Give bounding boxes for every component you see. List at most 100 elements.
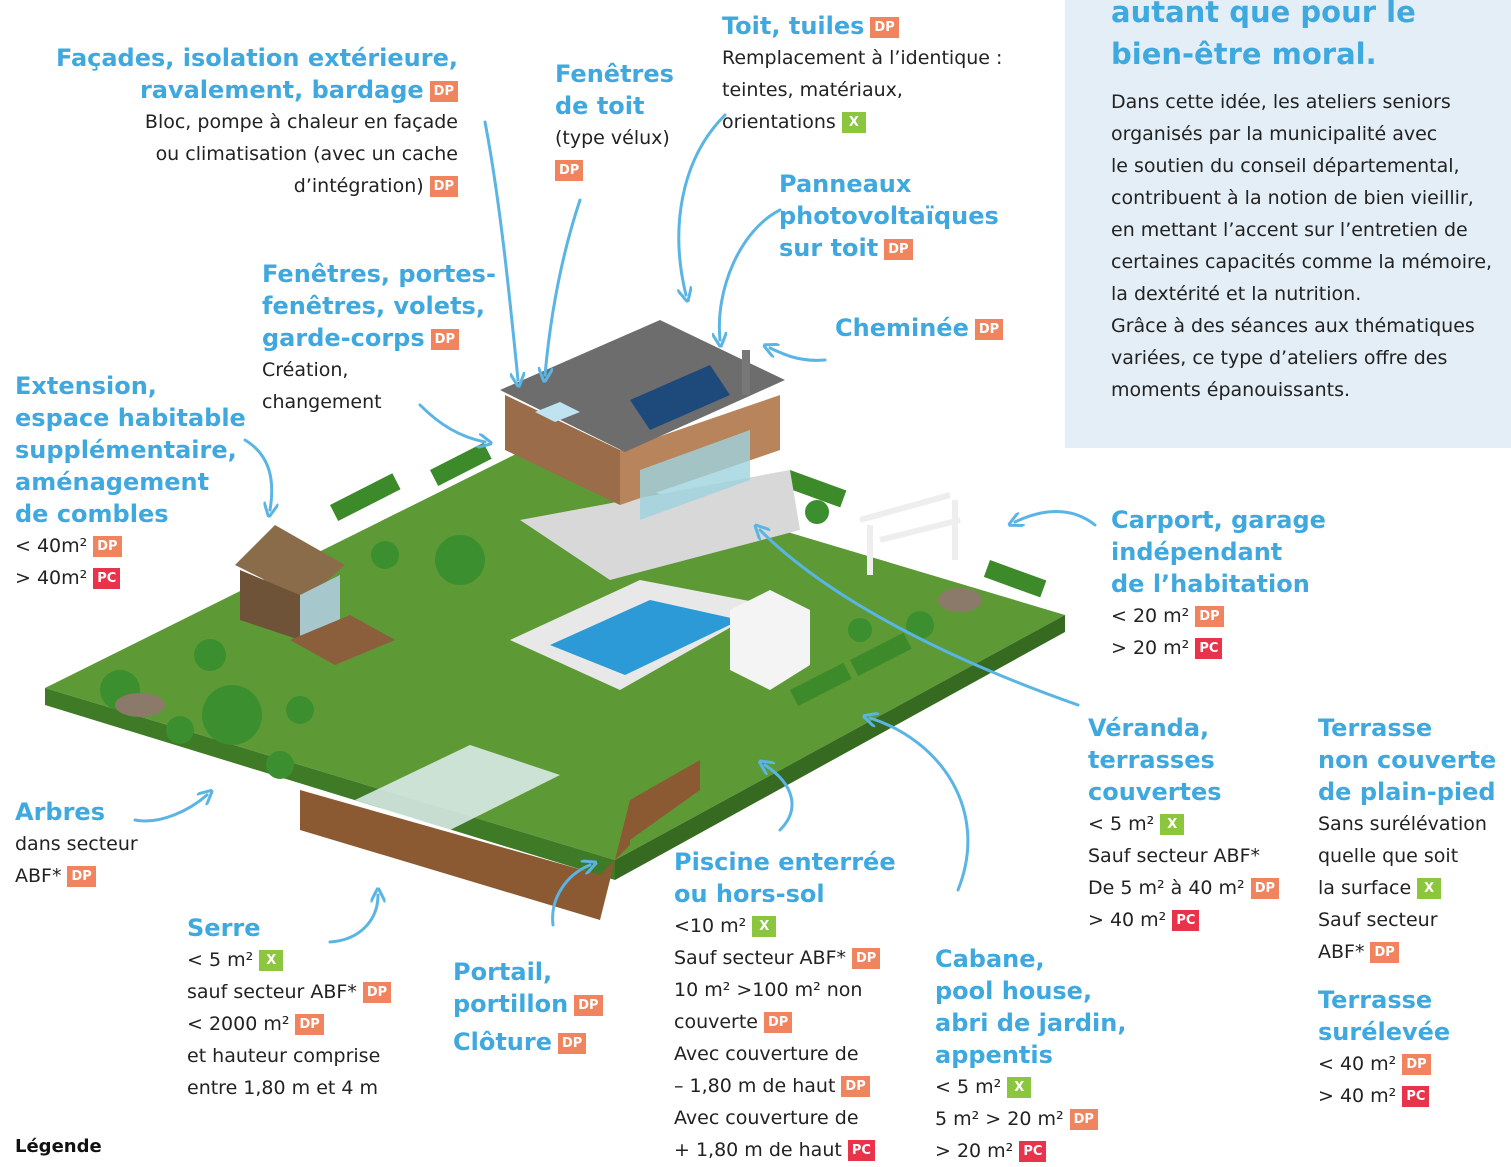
badge: DP	[555, 160, 583, 181]
label-text: ABF*	[15, 865, 61, 887]
label-line: teintes, matériaux,	[722, 74, 1002, 106]
label-title: portillonDP	[453, 988, 603, 1020]
badge: DP	[93, 536, 121, 557]
sidebar-text: Grâce à des séances aux thématiques	[1111, 310, 1475, 342]
label-title: Panneaux	[779, 168, 999, 200]
label-line: dans secteur	[15, 828, 138, 860]
label-line: Sauf secteur	[1318, 904, 1496, 936]
badge: DP	[1251, 878, 1279, 899]
label-title: aménagement	[15, 466, 246, 498]
label-line: d’intégration)DP	[56, 170, 458, 202]
badge: PC	[1402, 1086, 1429, 1107]
label-text: couverte	[674, 1011, 758, 1033]
label-line: Création,	[262, 354, 496, 386]
label-line: + 1,80 m de haut PC	[674, 1134, 896, 1166]
label-text: – 1,80 m de haut	[674, 1075, 835, 1097]
label-text: Avec couverture de	[674, 1107, 859, 1129]
badge: PC	[1195, 638, 1222, 659]
badge: DP	[1195, 606, 1223, 627]
label-title: ravalement, bardage DP	[56, 74, 458, 106]
sidebar-heading: bien-être moral.	[1111, 33, 1377, 75]
badge: DP	[430, 81, 458, 102]
label-line: couverteDP	[674, 1006, 896, 1038]
label-text: < 5 m²	[935, 1076, 1001, 1098]
label-title-text: ravalement, bardage	[140, 76, 424, 104]
sidebar-text: Dans cette idée, les ateliers seniors	[1111, 86, 1451, 118]
arrow	[719, 210, 780, 340]
label-title-text: de plain-pied	[1318, 778, 1496, 806]
label-title: Terrasse	[1318, 984, 1450, 1016]
label-title: Cabane,	[935, 943, 1126, 975]
label-title: appentis	[935, 1039, 1126, 1071]
label-line: Sauf secteur ABF*	[1088, 840, 1279, 872]
badge: X	[1007, 1077, 1031, 1098]
label-title: abri de jardin,	[935, 1007, 1126, 1039]
badge: DP	[870, 17, 898, 38]
label-title-text: supplémentaire,	[15, 436, 237, 464]
label-title-text: Carport, garage	[1111, 506, 1326, 534]
label-title-text: espace habitable	[15, 404, 246, 432]
label-title: CheminéeDP	[835, 312, 1003, 344]
sidebar-text: la dextérité et la nutrition.	[1111, 278, 1361, 310]
label-title: Fenêtres, portes-	[262, 258, 496, 290]
arrow	[135, 795, 207, 821]
badge: DP	[975, 319, 1003, 340]
label-title-text: terrasses	[1088, 746, 1215, 774]
label-text: 10 m² >100 m² non	[674, 979, 862, 1001]
label-title: Portail,	[453, 956, 603, 988]
label-text: > 40m²	[15, 567, 87, 589]
label-line: ou climatisation (avec un cache	[56, 138, 458, 170]
label-text: Sauf secteur ABF*	[1088, 845, 1260, 867]
label-line: Sauf secteur ABF*DP	[674, 942, 896, 974]
label-title-text: aménagement	[15, 468, 209, 496]
label-title: Extension,	[15, 370, 246, 402]
arrow	[770, 348, 825, 360]
label-block: Serre< 5 m²Xsauf secteur ABF*DP< 2000 m²…	[187, 912, 391, 1104]
label-title-text: fenêtres, volets,	[262, 292, 485, 320]
label-title: pool house,	[935, 975, 1126, 1007]
badge: PC	[848, 1140, 875, 1161]
label-title: photovoltaïques	[779, 200, 999, 232]
label-title: ClôtureDP	[453, 1026, 586, 1058]
label-text: ou climatisation (avec un cache	[156, 143, 458, 165]
label-line: orientationsX	[722, 106, 1002, 138]
label-title-text: de l’habitation	[1111, 570, 1310, 598]
label-line: 10 m² >100 m² non	[674, 974, 896, 1006]
badge: DP	[558, 1033, 586, 1054]
label-text: <10 m²	[674, 915, 746, 937]
label-text: la surface	[1318, 877, 1411, 899]
label-text: et hauteur comprise	[187, 1045, 380, 1067]
badge: DP	[574, 995, 602, 1016]
label-title: Terrasse	[1318, 712, 1496, 744]
badge: DP	[431, 329, 459, 350]
label-text: Sauf secteur	[1318, 909, 1438, 931]
sidebar-heading: autant que pour le	[1111, 0, 1416, 33]
label-title-text: ou hors-sol	[674, 880, 825, 908]
label-title-text: photovoltaïques	[779, 202, 999, 230]
badge: DP	[1402, 1054, 1430, 1075]
label-block: Portail,portillonDP	[453, 956, 603, 1020]
sidebar-text: moments épanouissants.	[1111, 374, 1350, 406]
label-title: terrasses	[1088, 744, 1279, 776]
label-title-text: surélevée	[1318, 1018, 1450, 1046]
label-text: (type vélux)	[555, 127, 670, 149]
label-title: non couverte	[1318, 744, 1496, 776]
label-text: < 5 m²	[187, 949, 253, 971]
label-text: dans secteur	[15, 833, 138, 855]
label-text: Bloc, pompe à chaleur en façade	[145, 111, 458, 133]
label-line: sauf secteur ABF*DP	[187, 976, 391, 1008]
label-text: d’intégration)	[294, 175, 424, 197]
label-title: Serre	[187, 912, 391, 944]
label-title-text: de combles	[15, 500, 169, 528]
label-line: (type vélux)	[555, 122, 674, 154]
sidebar-text: en mettant l’accent sur l’entretien de	[1111, 214, 1468, 246]
label-text: + 1,80 m de haut	[674, 1139, 842, 1161]
label-text: Sauf secteur ABF*	[674, 947, 846, 969]
